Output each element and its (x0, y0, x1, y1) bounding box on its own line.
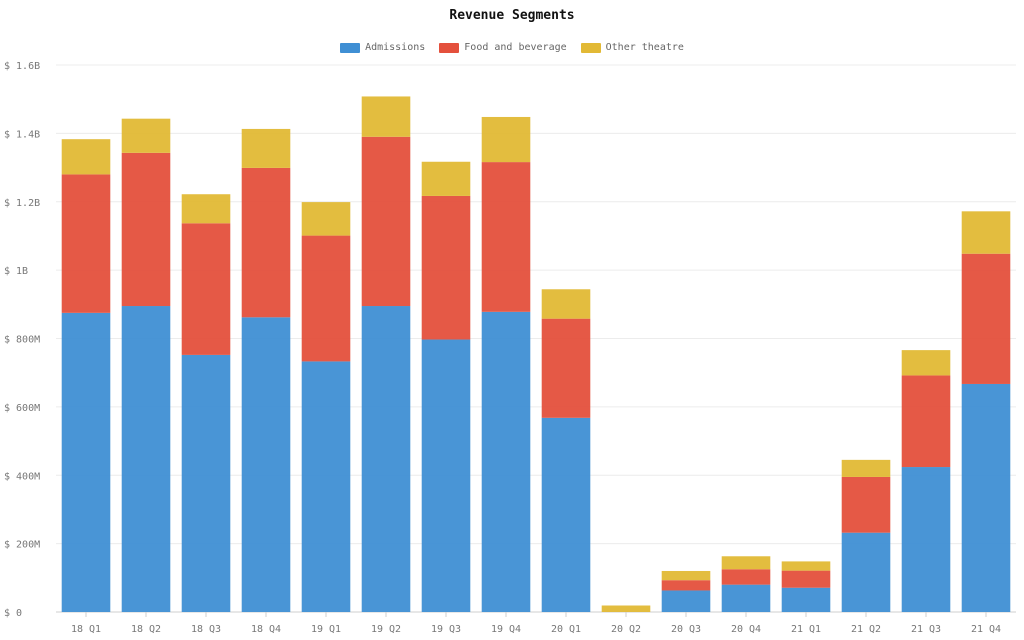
y-tick-label: $ 1.6B (4, 61, 40, 72)
legend-label-food-and-beverage: Food and beverage (464, 42, 567, 53)
x-tick-label: 20 Q3 (671, 624, 701, 635)
bar-segment-other-theatre[interactable] (841, 459, 891, 477)
bar-segment-admissions[interactable] (781, 587, 831, 612)
x-tick-label: 19 Q2 (371, 624, 401, 635)
bar-segment-other-theatre[interactable] (721, 556, 771, 570)
bar-segment-food-and-beverage[interactable] (61, 174, 111, 313)
bar-segment-other-theatre[interactable] (181, 194, 231, 224)
legend-item-food-and-beverage[interactable]: Food and beverage (439, 42, 567, 53)
legend-swatch-other-theatre (580, 42, 601, 53)
bar-segment-admissions[interactable] (721, 584, 771, 612)
bar-segment-other-theatre[interactable] (961, 211, 1011, 254)
legend-swatch-food-and-beverage (439, 42, 460, 53)
x-tick-label: 20 Q1 (551, 624, 581, 635)
legend: Admissions Food and beverage Other theat… (0, 42, 1024, 53)
bar-segment-admissions[interactable] (181, 354, 231, 612)
bar-segment-other-theatre[interactable] (241, 128, 291, 168)
bar-segment-food-and-beverage[interactable] (781, 570, 831, 588)
bar-segment-other-theatre[interactable] (901, 350, 951, 376)
bar-segment-food-and-beverage[interactable] (481, 162, 531, 312)
bar-segment-food-and-beverage[interactable] (901, 375, 951, 468)
x-tick-label: 18 Q4 (251, 624, 281, 635)
bar-segment-admissions[interactable] (901, 467, 951, 612)
bar-segment-other-theatre[interactable] (601, 605, 651, 612)
x-tick-label: 21 Q4 (971, 624, 1001, 635)
bar-segment-food-and-beverage[interactable] (721, 569, 771, 585)
y-tick-label: $ 1.4B (4, 129, 40, 140)
y-tick-label: $ 400M (4, 471, 40, 482)
bar-segment-other-theatre[interactable] (541, 289, 591, 319)
bar-segment-food-and-beverage[interactable] (301, 235, 351, 362)
bar-segment-other-theatre[interactable] (61, 139, 111, 175)
y-tick-label: $ 600M (4, 403, 40, 414)
bar-segment-food-and-beverage[interactable] (361, 136, 411, 307)
x-tick-label: 19 Q4 (491, 624, 521, 635)
bar-segment-admissions[interactable] (841, 532, 891, 612)
bar-segment-admissions[interactable] (361, 306, 411, 612)
bar-segment-food-and-beverage[interactable] (541, 318, 591, 418)
x-tick-label: 18 Q3 (191, 624, 221, 635)
bar-segment-other-theatre[interactable] (121, 118, 171, 153)
bar-segment-admissions[interactable] (421, 339, 471, 612)
y-tick-label: $ 1.2B (4, 198, 40, 209)
x-tick-label: 20 Q2 (611, 624, 641, 635)
bar-segment-food-and-beverage[interactable] (241, 167, 291, 318)
x-tick-label: 19 Q1 (311, 624, 341, 635)
x-tick-label: 19 Q3 (431, 624, 461, 635)
bar-segment-other-theatre[interactable] (661, 570, 711, 581)
y-tick-label: $ 1B (4, 266, 28, 277)
legend-label-admissions: Admissions (365, 42, 426, 53)
y-tick-label: $ 200M (4, 540, 40, 551)
legend-item-other-theatre[interactable]: Other theatre (580, 42, 684, 53)
bar-segment-other-theatre[interactable] (481, 116, 531, 163)
y-tick-label: $ 800M (4, 335, 40, 346)
x-tick-label: 21 Q1 (791, 624, 821, 635)
bar-segment-other-theatre[interactable] (421, 161, 471, 196)
bar-segment-admissions[interactable] (541, 417, 591, 612)
chart-title: Revenue Segments (449, 8, 575, 23)
bar-segment-food-and-beverage[interactable] (961, 253, 1011, 384)
bar-segment-other-theatre[interactable] (781, 561, 831, 571)
x-tick-label: 18 Q1 (71, 624, 101, 635)
bar-segment-admissions[interactable] (661, 590, 711, 612)
legend-item-admissions[interactable]: Admissions (340, 42, 425, 53)
x-tick-label: 18 Q2 (131, 624, 161, 635)
x-tick-label: 21 Q2 (851, 624, 881, 635)
bar-segment-admissions[interactable] (241, 317, 291, 612)
bar-segment-food-and-beverage[interactable] (421, 195, 471, 340)
legend-label-other-theatre: Other theatre (605, 42, 684, 53)
bar-segment-admissions[interactable] (61, 312, 111, 612)
x-tick-label: 21 Q3 (911, 624, 941, 635)
bar-segment-other-theatre[interactable] (301, 202, 351, 236)
bar-segment-food-and-beverage[interactable] (841, 476, 891, 533)
legend-swatch-admissions (340, 42, 361, 53)
bar-segment-food-and-beverage[interactable] (121, 152, 171, 307)
x-tick-label: 20 Q4 (731, 624, 761, 635)
y-tick-label: $ 0 (4, 608, 22, 619)
bar-segment-other-theatre[interactable] (361, 96, 411, 137)
bar-segment-admissions[interactable] (121, 306, 171, 612)
bar-segment-admissions[interactable] (961, 383, 1011, 612)
bar-segment-food-and-beverage[interactable] (661, 580, 711, 591)
bar-segment-admissions[interactable] (301, 361, 351, 612)
bar-segment-admissions[interactable] (481, 311, 531, 612)
bar-segment-food-and-beverage[interactable] (181, 223, 231, 355)
